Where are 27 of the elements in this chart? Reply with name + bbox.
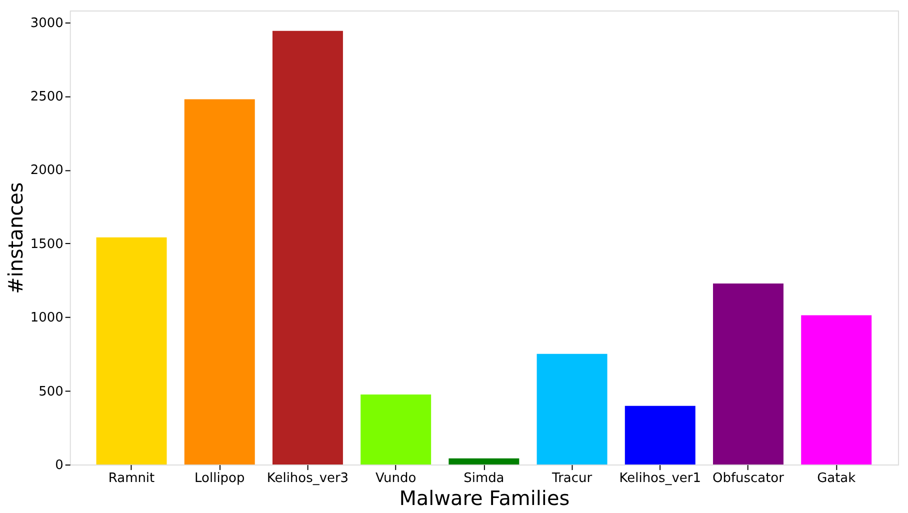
x-tick-label: Vundo	[376, 471, 416, 486]
bar	[272, 30, 343, 465]
bar	[184, 99, 255, 465]
y-tick-label: 1000	[30, 310, 64, 326]
y-tick-label: 3000	[30, 16, 64, 31]
y-tick-label: 1500	[30, 236, 64, 252]
bar	[96, 237, 167, 465]
x-tick-label: Tracur	[551, 471, 593, 486]
bar	[713, 284, 784, 465]
y-tick-label: 2000	[30, 163, 64, 178]
bar	[360, 394, 432, 465]
x-tick-label: Lollipop	[194, 471, 245, 486]
bar	[448, 458, 520, 465]
x-tick-label: Obfuscator	[712, 471, 785, 486]
x-tick-label: Ramnit	[108, 471, 155, 486]
x-tick-label: Gatak	[817, 471, 856, 486]
bar	[624, 406, 696, 465]
bar	[801, 315, 872, 465]
x-tick-label: Kelihos_ver1	[619, 471, 701, 486]
x-tick-label: Kelihos_ver3	[266, 471, 349, 486]
bar	[536, 354, 608, 465]
y-axis-title: #instances	[3, 182, 28, 294]
y-tick-label: 500	[38, 384, 64, 400]
y-tick-label: 2500	[30, 90, 64, 105]
x-axis-title: Malware Families	[399, 486, 570, 510]
y-tick-label: 0	[55, 458, 64, 474]
x-tick-label: Simda	[464, 471, 504, 486]
